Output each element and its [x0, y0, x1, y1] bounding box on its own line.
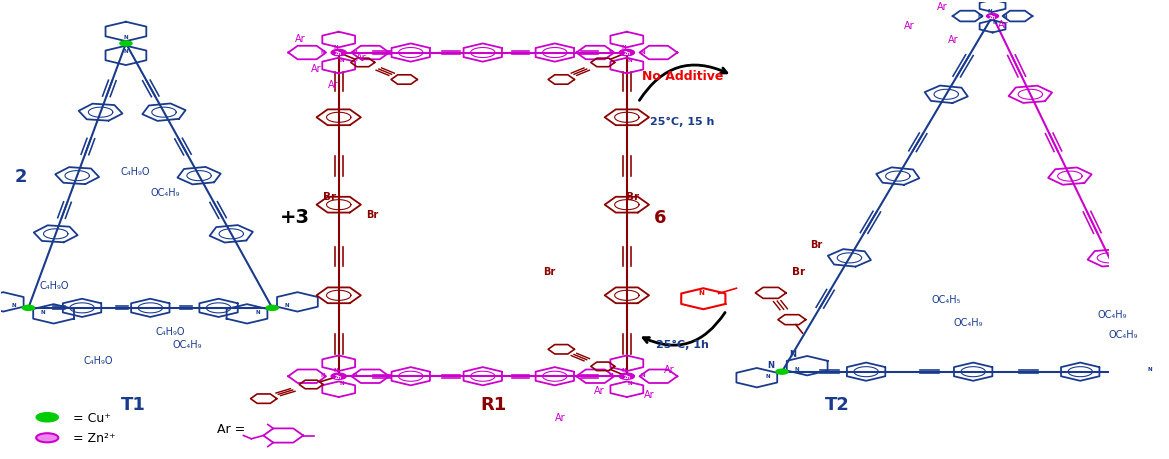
- Text: N: N: [333, 368, 338, 372]
- Text: Br: Br: [810, 240, 822, 250]
- Circle shape: [36, 433, 58, 442]
- Text: N: N: [352, 373, 357, 378]
- Text: N: N: [641, 50, 645, 55]
- Text: N: N: [41, 309, 46, 314]
- Text: N: N: [767, 360, 774, 369]
- Text: N: N: [1148, 366, 1153, 371]
- Text: Ar: Ar: [948, 35, 959, 45]
- Text: Zn: Zn: [989, 15, 996, 20]
- Text: N: N: [628, 57, 632, 62]
- Text: Br: Br: [324, 192, 337, 202]
- Text: 6: 6: [653, 208, 666, 226]
- Text: N: N: [609, 373, 614, 378]
- Circle shape: [331, 50, 346, 56]
- Text: N: N: [124, 49, 129, 54]
- Text: N: N: [698, 289, 704, 295]
- Text: Ar: Ar: [327, 80, 339, 90]
- Text: N: N: [339, 57, 344, 62]
- Text: Ar: Ar: [555, 412, 566, 422]
- Circle shape: [22, 306, 35, 311]
- Text: 2: 2: [14, 167, 27, 185]
- Text: Zn: Zn: [336, 51, 343, 56]
- Text: C₄H₉O: C₄H₉O: [40, 280, 69, 291]
- Circle shape: [267, 306, 278, 311]
- Text: N: N: [977, 13, 982, 18]
- Circle shape: [987, 15, 998, 19]
- Text: N: N: [284, 302, 289, 307]
- Circle shape: [620, 50, 635, 56]
- Text: 25°C, 15 h: 25°C, 15 h: [650, 117, 714, 127]
- Text: OC₄H₉: OC₄H₉: [151, 187, 180, 197]
- Circle shape: [331, 373, 346, 380]
- Text: Br: Br: [366, 210, 378, 220]
- Text: Ar: Ar: [311, 64, 321, 73]
- Text: N: N: [333, 45, 338, 50]
- Text: Ar: Ar: [594, 385, 604, 395]
- Circle shape: [120, 42, 132, 47]
- Circle shape: [776, 369, 788, 375]
- Text: N: N: [641, 373, 645, 378]
- Circle shape: [36, 413, 58, 422]
- Text: Br: Br: [793, 267, 805, 277]
- Text: Ar: Ar: [664, 364, 675, 374]
- Text: N: N: [992, 20, 997, 25]
- Text: N: N: [609, 50, 614, 55]
- Text: N: N: [622, 368, 625, 372]
- Text: Zn: Zn: [336, 374, 343, 379]
- Text: T2: T2: [825, 395, 850, 413]
- Text: Ar: Ar: [644, 389, 655, 399]
- Text: Ar: Ar: [295, 34, 305, 44]
- Text: OC₄H₉: OC₄H₉: [1109, 330, 1139, 340]
- Text: C₄H₉O: C₄H₉O: [120, 167, 150, 177]
- Text: = Cu⁺: = Cu⁺: [72, 411, 111, 424]
- Text: N: N: [628, 381, 632, 386]
- Text: Zn: Zn: [623, 374, 630, 379]
- Text: OC₄H₉: OC₄H₉: [1098, 309, 1127, 319]
- Text: N: N: [1003, 13, 1008, 18]
- Text: Zn: Zn: [623, 51, 630, 56]
- Circle shape: [1158, 369, 1169, 375]
- Text: Ar: Ar: [355, 53, 366, 63]
- Text: Ar: Ar: [938, 2, 948, 12]
- Text: N: N: [12, 302, 16, 307]
- Text: N: N: [766, 373, 770, 378]
- Text: Ar =: Ar =: [216, 422, 245, 435]
- Text: +3: +3: [279, 208, 310, 227]
- Text: OC₄H₉: OC₄H₉: [173, 340, 202, 350]
- Text: N: N: [320, 50, 325, 55]
- Text: N: N: [352, 50, 357, 55]
- Text: R1: R1: [480, 395, 507, 413]
- Text: No Additive: No Additive: [642, 70, 722, 83]
- Text: N: N: [622, 45, 625, 50]
- Text: N: N: [256, 309, 261, 314]
- Text: = Zn²⁺: = Zn²⁺: [72, 431, 116, 444]
- Text: T1: T1: [122, 395, 146, 413]
- Text: C₄H₉O: C₄H₉O: [84, 356, 113, 365]
- Text: N: N: [794, 366, 798, 371]
- Text: OC₄H₅: OC₄H₅: [932, 294, 961, 304]
- Text: N: N: [988, 10, 992, 14]
- Text: C₄H₉O: C₄H₉O: [155, 326, 186, 336]
- Text: OC₄H₉: OC₄H₉: [954, 317, 983, 327]
- Text: N: N: [789, 349, 796, 358]
- Circle shape: [620, 373, 635, 380]
- Text: Br: Br: [625, 192, 639, 202]
- Text: Ar: Ar: [904, 21, 914, 31]
- Text: 25°C, 1h: 25°C, 1h: [656, 340, 708, 350]
- Text: Ar: Ar: [998, 20, 1009, 30]
- Text: N: N: [124, 35, 129, 40]
- Text: Br: Br: [544, 267, 555, 277]
- Text: N: N: [339, 381, 344, 386]
- Text: N: N: [320, 373, 325, 378]
